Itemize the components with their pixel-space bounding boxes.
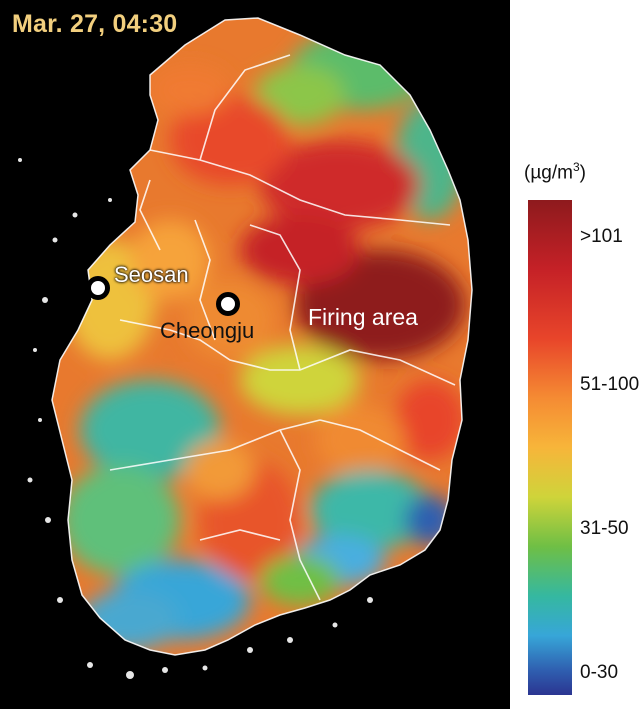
timestamp-label: Mar. 27, 04:30 bbox=[12, 10, 178, 38]
islands bbox=[18, 158, 373, 679]
map-panel: Mar. 27, 04:30 Seosan Cheongju Firing ar… bbox=[0, 0, 510, 709]
cheongju-label: Cheongju bbox=[160, 318, 255, 343]
legend-class-high: >101 bbox=[580, 226, 623, 247]
cheongju-marker bbox=[216, 292, 240, 316]
korea-pm-map bbox=[18, 17, 473, 679]
concentration-field bbox=[52, 18, 472, 655]
unit-label: (µg/m3) bbox=[524, 160, 586, 184]
legend-class-lower-mid: 31-50 bbox=[580, 518, 629, 539]
seosan-label: Seosan bbox=[114, 262, 189, 287]
seosan-marker bbox=[86, 276, 110, 300]
color-scale-bar bbox=[528, 200, 572, 695]
legend-class-upper-mid: 51-100 bbox=[580, 374, 640, 395]
legend-class-low: 0-30 bbox=[580, 662, 619, 683]
firing-area-label: Firing area bbox=[308, 304, 418, 330]
